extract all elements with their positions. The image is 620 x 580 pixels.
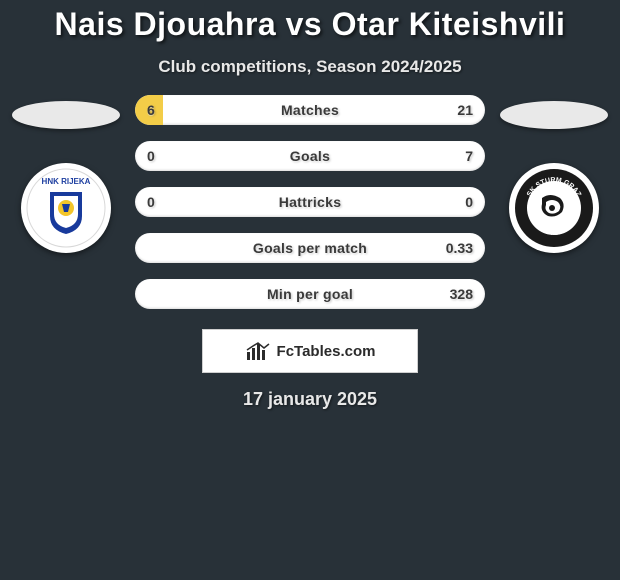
- rijeka-crest-icon: HNK RIJEKA: [26, 168, 106, 248]
- svg-text:HNK RIJEKA: HNK RIJEKA: [42, 177, 91, 186]
- bar-chart-icon: [245, 340, 271, 362]
- metric-right-value: 7: [465, 141, 473, 171]
- comparison-panel: HNK RIJEKA 6 Matches 21 0 Goals: [0, 95, 620, 309]
- club-crest-right: SK STURM GRAZ SEIT 1909: [509, 163, 599, 253]
- metric-label: Goals: [290, 148, 330, 164]
- metric-row: Min per goal 328: [135, 279, 485, 309]
- metric-label: Matches: [281, 102, 339, 118]
- page-title: Nais Djouahra vs Otar Kiteishvili: [0, 6, 620, 43]
- metric-row: Goals per match 0.33: [135, 233, 485, 263]
- metric-bars: 6 Matches 21 0 Goals 7 0 Hattricks 0: [135, 95, 485, 309]
- metric-left-value: 0: [147, 141, 155, 171]
- player-left-column: HNK RIJEKA: [11, 95, 121, 253]
- metric-row: 0 Hattricks 0: [135, 187, 485, 217]
- metric-row: 0 Goals 7: [135, 141, 485, 171]
- metric-right-value: 0: [465, 187, 473, 217]
- subtitle: Club competitions, Season 2024/2025: [0, 57, 620, 77]
- metric-left-value: 6: [147, 95, 155, 125]
- metric-label: Min per goal: [267, 286, 353, 302]
- sturm-graz-crest-icon: SK STURM GRAZ SEIT 1909: [514, 168, 594, 248]
- watermark-text: FcTables.com: [277, 343, 376, 360]
- player-right-column: SK STURM GRAZ SEIT 1909: [499, 95, 609, 253]
- metric-label: Hattricks: [279, 194, 342, 210]
- player-left-photo-placeholder: [12, 101, 120, 129]
- player-right-photo-placeholder: [500, 101, 608, 129]
- metric-right-value: 0.33: [446, 233, 473, 263]
- watermark-badge: FcTables.com: [202, 329, 418, 373]
- metric-right-value: 21: [457, 95, 473, 125]
- metric-row: 6 Matches 21: [135, 95, 485, 125]
- metric-label: Goals per match: [253, 240, 367, 256]
- metric-right-value: 328: [450, 279, 473, 309]
- snapshot-date: 17 january 2025: [0, 389, 620, 410]
- club-crest-left: HNK RIJEKA: [21, 163, 111, 253]
- metric-left-value: 0: [147, 187, 155, 217]
